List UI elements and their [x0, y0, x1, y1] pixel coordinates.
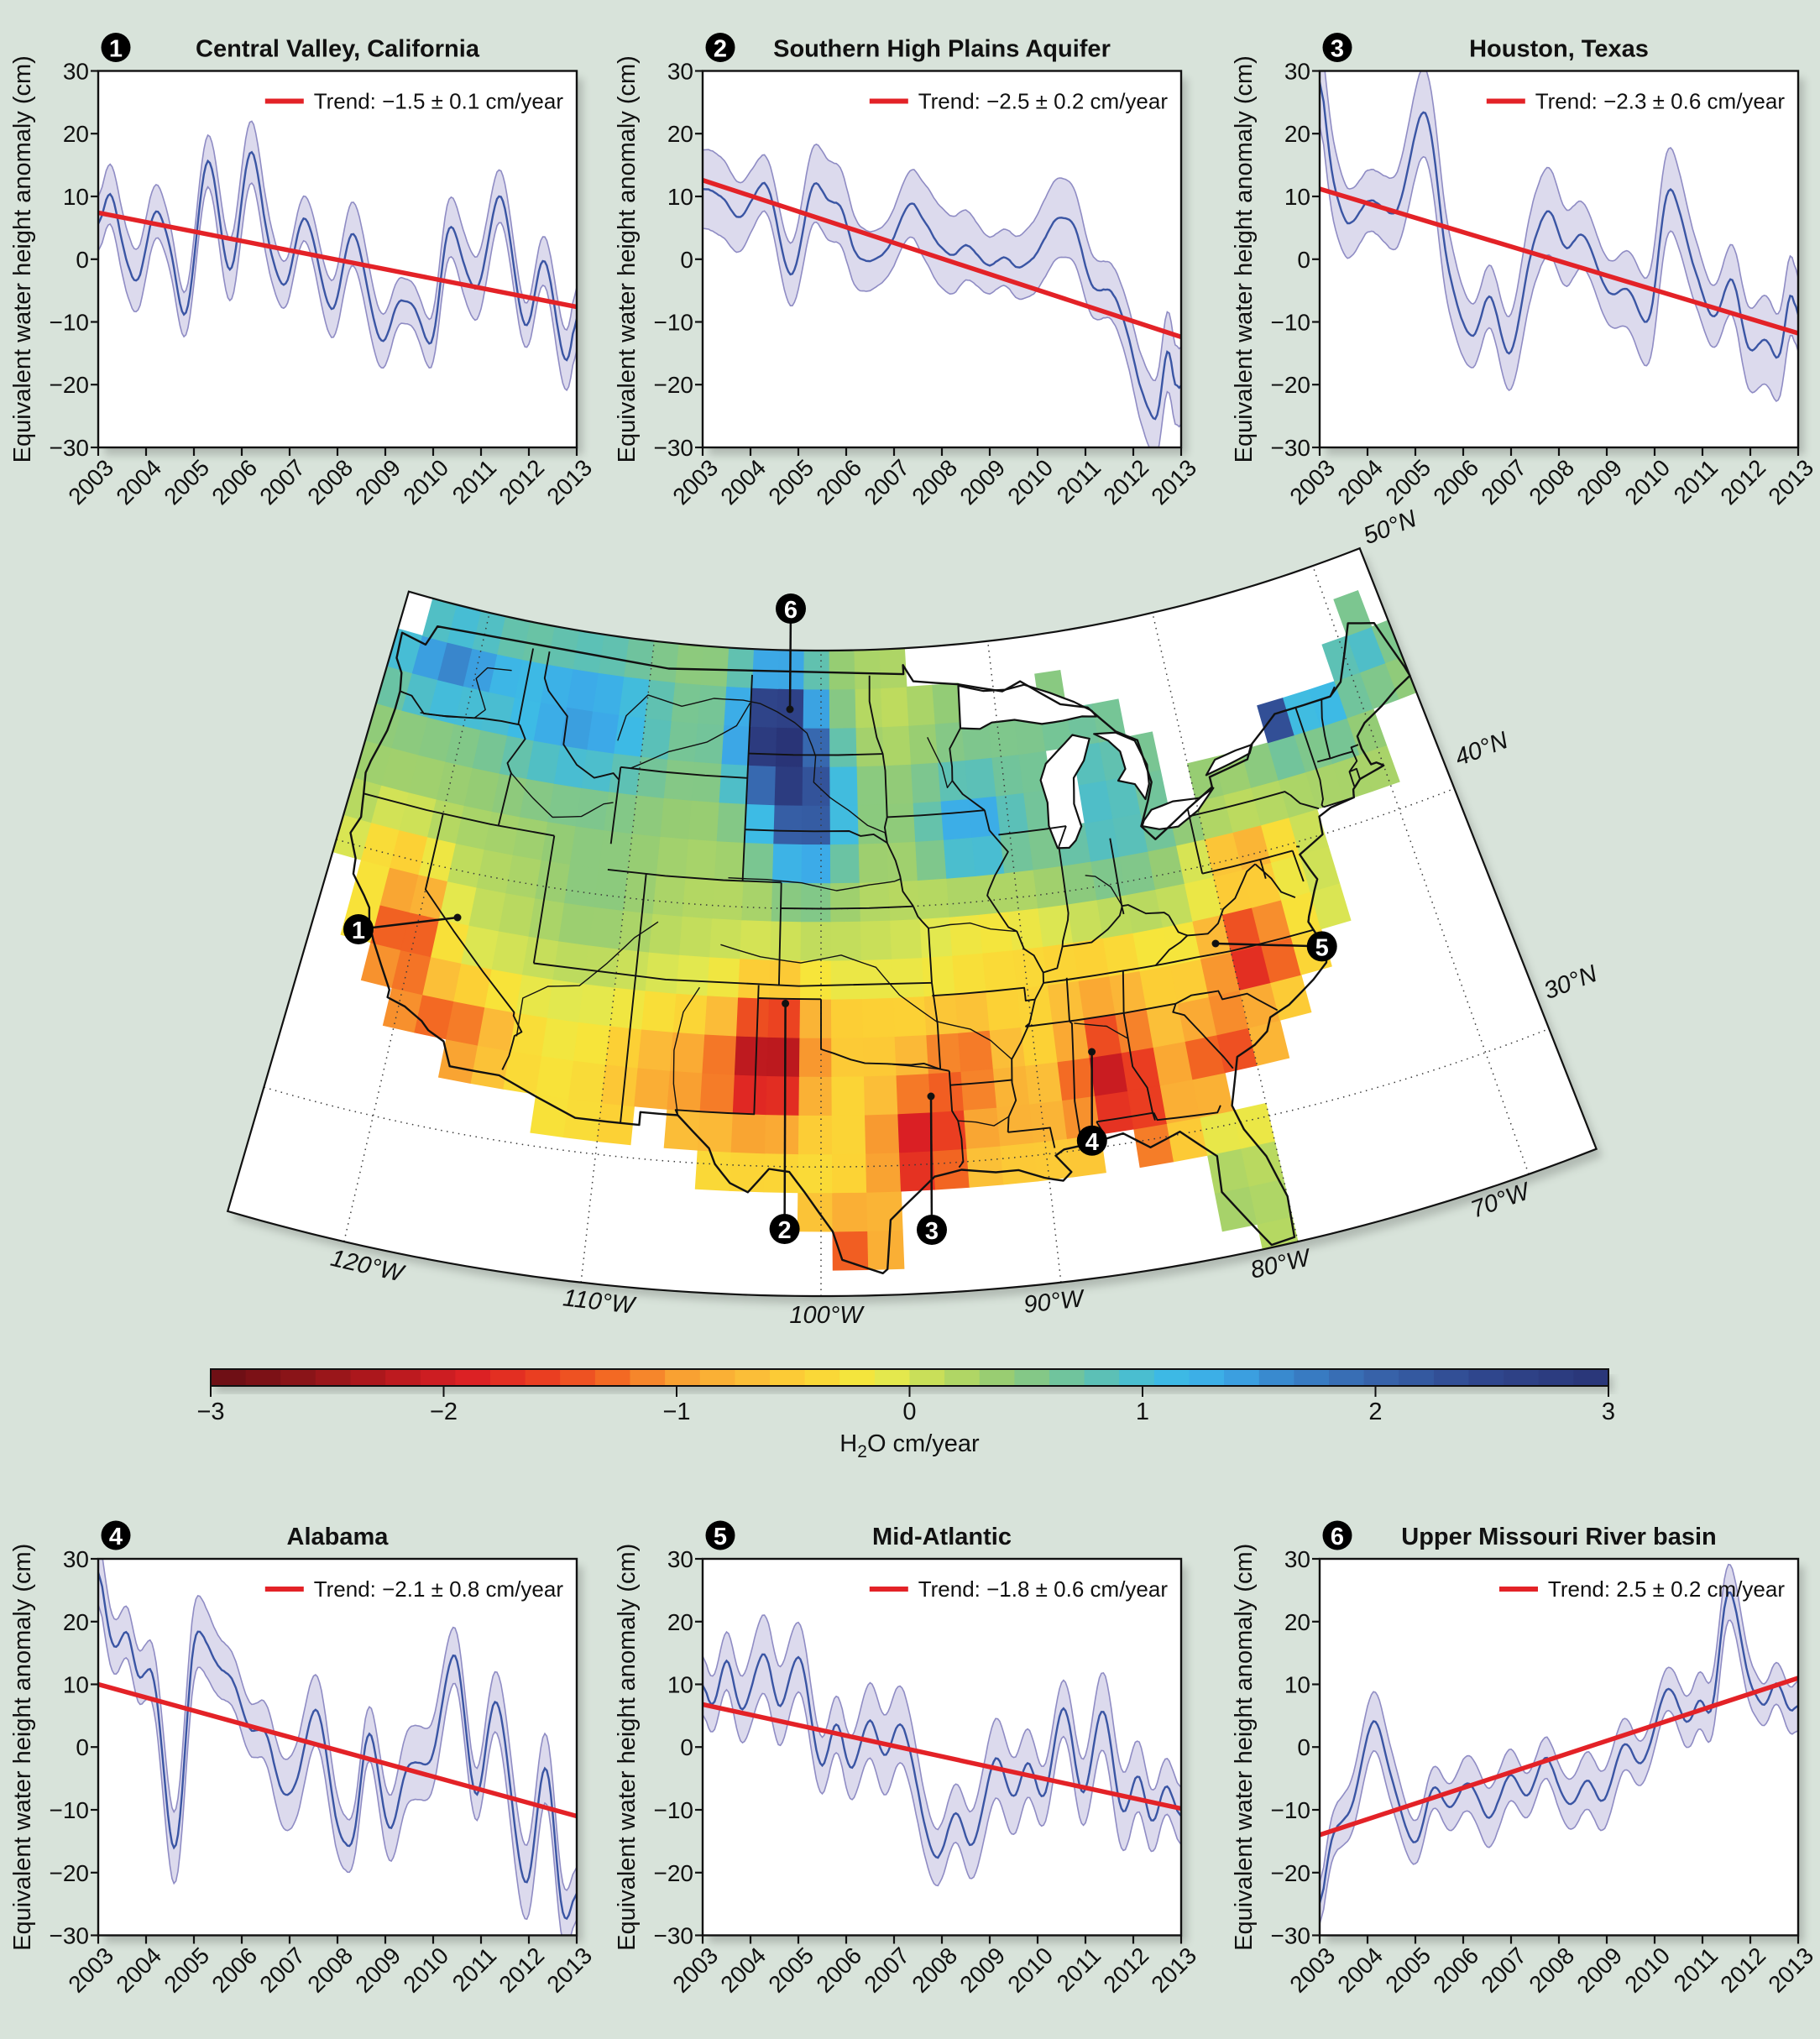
svg-text:Equivalent water height anomal: Equivalent water height anomaly (cm) [1231, 55, 1258, 463]
svg-text:10: 10 [63, 1672, 89, 1698]
svg-text:Southern High Plains Aquifer: Southern High Plains Aquifer [773, 36, 1111, 63]
svg-text:30: 30 [667, 59, 693, 85]
svg-text:−20: −20 [654, 1860, 694, 1886]
svg-text:−30: −30 [50, 435, 90, 461]
svg-text:Trend: −2.3 ± 0.6 cm/year: Trend: −2.3 ± 0.6 cm/year [1535, 89, 1786, 114]
svg-text:Equivalent water height anomal: Equivalent water height anomaly (cm) [614, 55, 641, 463]
svg-text:30: 30 [63, 59, 89, 85]
svg-text:20: 20 [667, 121, 693, 147]
svg-text:−20: −20 [1271, 372, 1311, 398]
svg-text:6: 6 [784, 597, 798, 624]
svg-text:1: 1 [109, 36, 123, 63]
svg-text:3: 3 [1331, 36, 1344, 63]
svg-text:−10: −10 [1271, 310, 1311, 336]
svg-text:3: 3 [925, 1218, 939, 1245]
svg-text:−20: −20 [1271, 1860, 1311, 1886]
svg-text:Equivalent water height anomal: Equivalent water height anomaly (cm) [9, 55, 36, 463]
svg-text:0: 0 [680, 1734, 693, 1760]
svg-text:Upper Missouri River basin: Upper Missouri River basin [1401, 1524, 1717, 1550]
svg-text:3: 3 [1602, 1399, 1615, 1425]
svg-text:0: 0 [680, 247, 693, 273]
svg-text:−3: −3 [196, 1399, 224, 1425]
svg-text:−10: −10 [654, 310, 694, 336]
svg-text:30: 30 [1284, 59, 1310, 85]
svg-text:0: 0 [1297, 247, 1310, 273]
svg-text:10: 10 [667, 1672, 693, 1698]
svg-text:10: 10 [63, 184, 89, 210]
svg-text:4: 4 [1085, 1129, 1099, 1156]
svg-text:0: 0 [1297, 1734, 1310, 1760]
svg-text:−20: −20 [654, 372, 694, 398]
svg-text:2: 2 [714, 36, 727, 63]
svg-text:−30: −30 [1271, 435, 1311, 461]
svg-text:−20: −20 [50, 372, 90, 398]
svg-text:Trend: 2.5 ± 0.2 cm/year: Trend: 2.5 ± 0.2 cm/year [1548, 1576, 1785, 1602]
svg-text:H2O cm/year: H2O cm/year [839, 1430, 980, 1461]
svg-text:20: 20 [63, 121, 89, 147]
svg-text:−20: −20 [50, 1860, 90, 1886]
svg-text:0: 0 [902, 1399, 916, 1425]
svg-text:20: 20 [667, 1609, 693, 1635]
svg-text:30: 30 [1284, 1546, 1310, 1572]
svg-text:Mid-Atlantic: Mid-Atlantic [872, 1524, 1012, 1550]
svg-text:Equivalent water height anomal: Equivalent water height anomaly (cm) [614, 1544, 641, 1951]
svg-text:10: 10 [1284, 1672, 1310, 1698]
svg-text:Alabama: Alabama [287, 1524, 390, 1550]
svg-text:1: 1 [1136, 1399, 1149, 1425]
svg-text:−2: −2 [430, 1399, 458, 1425]
svg-text:1: 1 [352, 918, 365, 944]
svg-text:0: 0 [76, 1734, 89, 1760]
svg-text:Houston, Texas: Houston, Texas [1469, 36, 1649, 63]
svg-text:20: 20 [63, 1609, 89, 1635]
svg-text:10: 10 [667, 184, 693, 210]
svg-text:−1: −1 [662, 1399, 690, 1425]
svg-text:−30: −30 [654, 435, 694, 461]
svg-text:Central Valley, California: Central Valley, California [196, 36, 480, 63]
svg-text:20: 20 [1284, 1609, 1310, 1635]
svg-text:−30: −30 [1271, 1923, 1311, 1949]
svg-text:6: 6 [1331, 1524, 1344, 1550]
svg-text:10: 10 [1284, 184, 1310, 210]
svg-text:0: 0 [76, 247, 89, 273]
svg-text:Trend: −1.5 ± 0.1 cm/year: Trend: −1.5 ± 0.1 cm/year [314, 89, 564, 114]
svg-text:Trend: −2.1 ± 0.8 cm/year: Trend: −2.1 ± 0.8 cm/year [314, 1576, 564, 1602]
svg-text:5: 5 [714, 1524, 727, 1550]
svg-text:−10: −10 [654, 1797, 694, 1823]
svg-text:−10: −10 [50, 1797, 90, 1823]
svg-text:100°W: 100°W [789, 1302, 865, 1329]
svg-text:Equivalent water height anomal: Equivalent water height anomaly (cm) [9, 1544, 36, 1951]
svg-text:−30: −30 [50, 1923, 90, 1949]
svg-text:Trend: −2.5 ± 0.2 cm/year: Trend: −2.5 ± 0.2 cm/year [918, 89, 1169, 114]
svg-text:−10: −10 [50, 310, 90, 336]
svg-text:Trend: −1.8 ± 0.6 cm/year: Trend: −1.8 ± 0.6 cm/year [918, 1576, 1169, 1602]
svg-text:30: 30 [667, 1546, 693, 1572]
svg-text:2: 2 [1368, 1399, 1382, 1425]
svg-text:30: 30 [63, 1546, 89, 1572]
svg-text:20: 20 [1284, 121, 1310, 147]
svg-text:Equivalent water height anomal: Equivalent water height anomaly (cm) [1231, 1544, 1258, 1951]
svg-text:5: 5 [1315, 934, 1329, 961]
svg-text:2: 2 [778, 1217, 792, 1244]
svg-text:4: 4 [109, 1524, 123, 1550]
svg-text:−30: −30 [654, 1923, 694, 1949]
svg-text:−10: −10 [1271, 1797, 1311, 1823]
